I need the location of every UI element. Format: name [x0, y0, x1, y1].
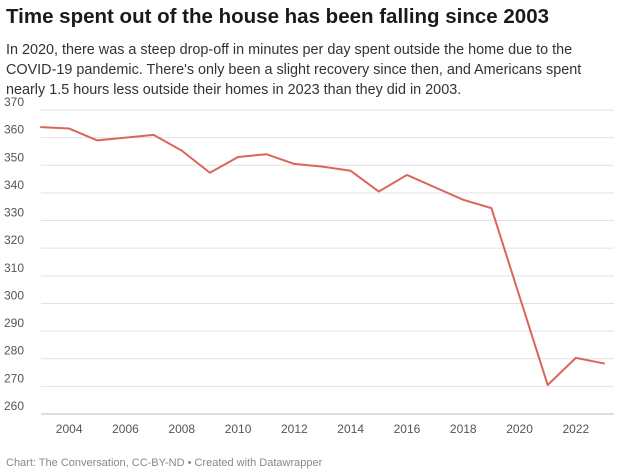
chart-title: Time spent out of the house has been fal…	[6, 5, 549, 28]
data-point-2010[interactable]	[232, 151, 244, 163]
data-point-2017[interactable]	[429, 181, 441, 193]
x-tick-label: 2018	[450, 422, 477, 436]
data-point-2003[interactable]	[35, 121, 47, 133]
y-axis-tick-labels: 260 270 280 290 300 310 320 330 340 350 360 370	[4, 95, 24, 413]
data-point-2012[interactable]	[288, 158, 300, 170]
source-note: Chart: The Conversation, CC-BY-ND • Crea…	[6, 457, 323, 469]
chart-subtitle: In 2020, there was a steep drop-off in m…	[6, 42, 582, 98]
data-point-2021[interactable]	[542, 379, 554, 391]
y-tick-label: 280	[4, 344, 24, 358]
x-tick-label: 2004	[56, 422, 83, 436]
data-point-2018[interactable]	[457, 194, 469, 206]
y-tick-label: 340	[4, 178, 24, 192]
data-point-2005[interactable]	[91, 134, 103, 146]
x-tick-label: 2014	[337, 422, 364, 436]
x-axis-tick-labels: 2004 2006 2008 2010 2012 2014 2016 2018 2020 2022	[56, 422, 590, 436]
data-point-2004[interactable]	[63, 123, 75, 135]
data-point-2023[interactable]	[598, 357, 610, 369]
data-point-2006[interactable]	[119, 132, 131, 144]
x-tick-label: 2008	[168, 422, 195, 436]
data-point-2011[interactable]	[260, 148, 272, 160]
x-tick-label: 2006	[112, 422, 139, 436]
data-point-2015[interactable]	[373, 186, 385, 198]
y-tick-label: 310	[4, 261, 24, 275]
y-tick-label: 260	[4, 399, 24, 413]
y-tick-label: 350	[4, 150, 24, 164]
x-tick-label: 2020	[506, 422, 533, 436]
data-point-2022[interactable]	[570, 352, 582, 364]
x-tick-label: 2016	[394, 422, 421, 436]
y-tick-label: 290	[4, 316, 24, 330]
x-tick-label: 2012	[281, 422, 308, 436]
y-tick-label: 300	[4, 288, 24, 302]
data-point-2019[interactable]	[485, 202, 497, 214]
data-point-2020[interactable]	[514, 291, 526, 303]
data-point-2013[interactable]	[317, 161, 329, 173]
y-tick-label: 370	[4, 95, 24, 109]
gridlines	[41, 109, 614, 415]
data-point-2008[interactable]	[176, 145, 188, 157]
y-tick-label: 360	[4, 123, 24, 137]
y-tick-label: 270	[4, 371, 24, 385]
x-tick-label: 2010	[225, 422, 252, 436]
series-layer	[35, 121, 610, 391]
data-point-2016[interactable]	[401, 169, 413, 181]
series-line-0	[40, 126, 605, 386]
x-tick-label: 2022	[562, 422, 589, 436]
data-point-2014[interactable]	[345, 165, 357, 177]
y-tick-label: 330	[4, 206, 24, 220]
data-point-2007[interactable]	[148, 129, 160, 141]
y-tick-label: 320	[4, 233, 24, 247]
data-point-2009[interactable]	[204, 167, 216, 179]
